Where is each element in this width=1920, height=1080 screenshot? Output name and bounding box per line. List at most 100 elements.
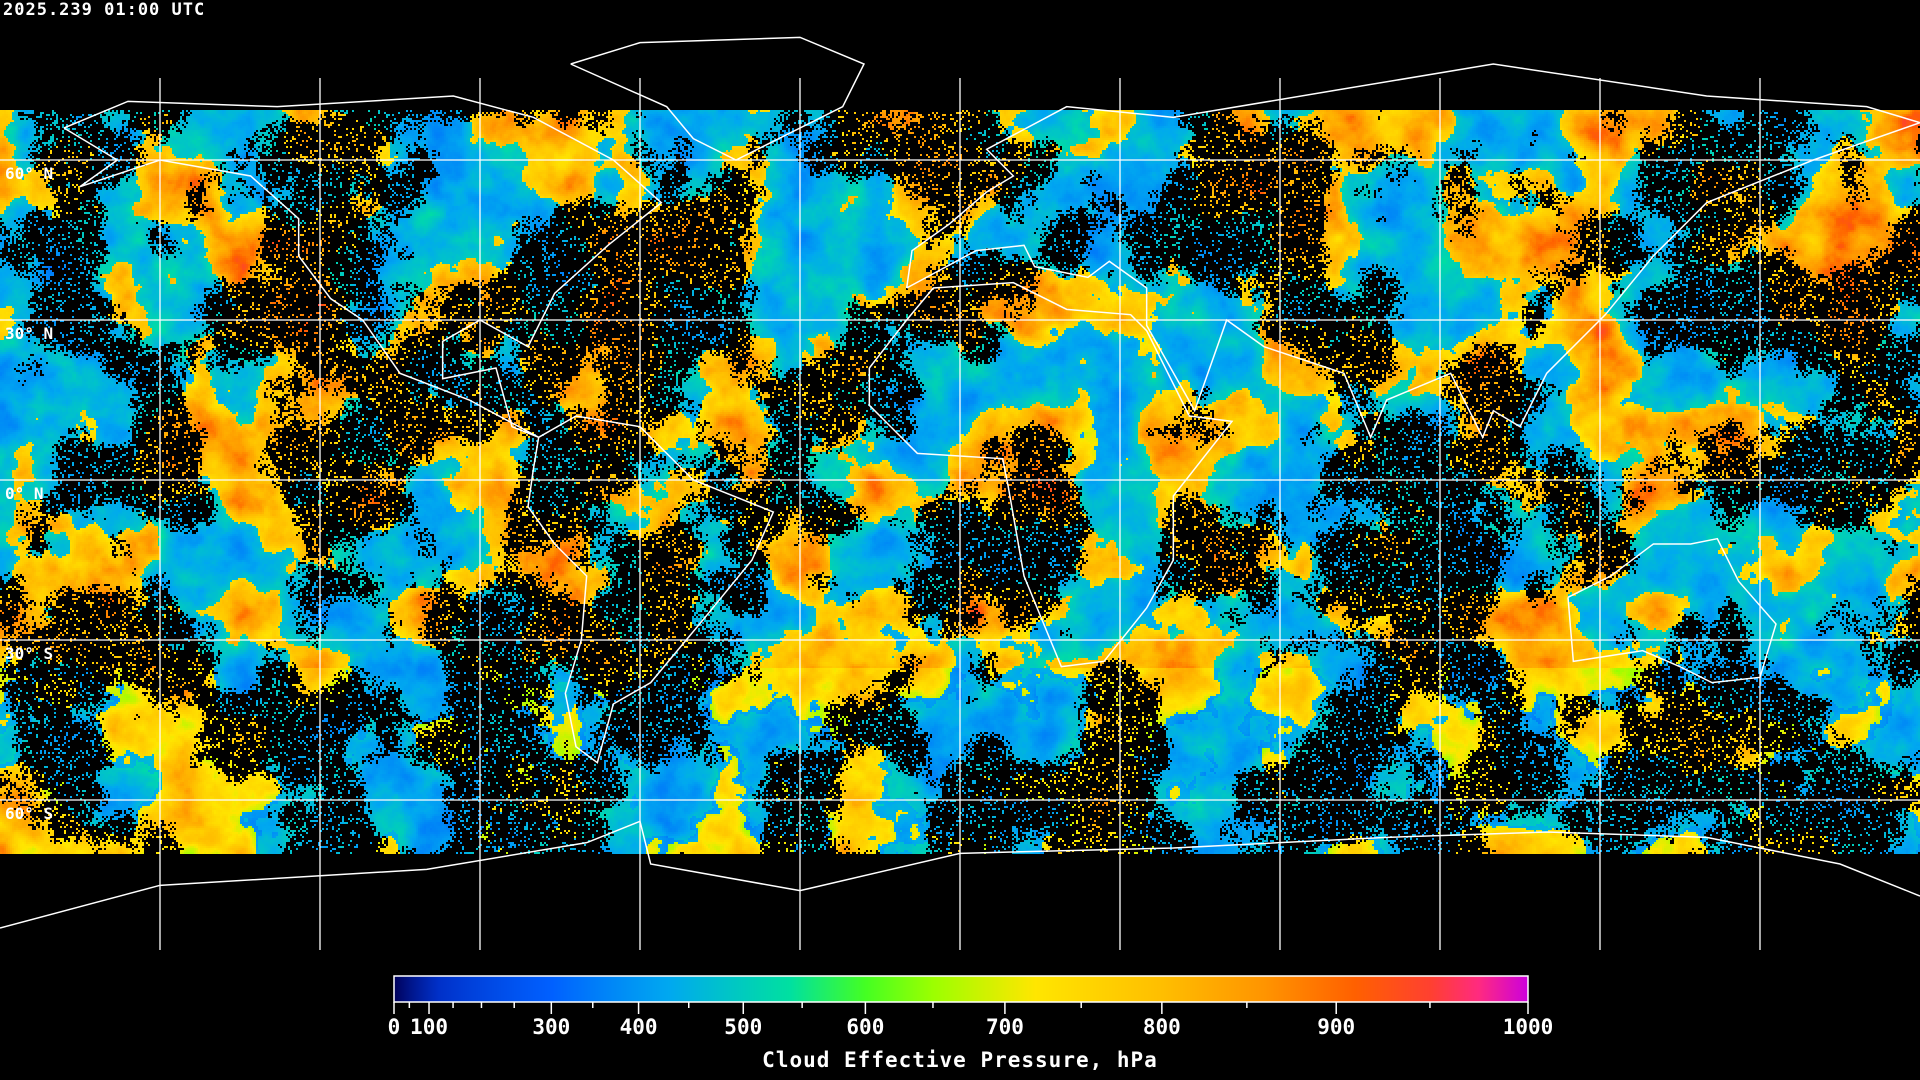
colorbar-segment — [1511, 976, 1513, 1002]
colorbar-tick-label: 400 — [620, 1015, 658, 1039]
colorbar-segment — [905, 976, 907, 1002]
colorbar-segment — [523, 976, 525, 1002]
colorbar-segment — [509, 976, 511, 1002]
colorbar-segment — [1285, 976, 1287, 1002]
colorbar-segment — [1106, 976, 1108, 1002]
colorbar-segment — [1197, 976, 1199, 1002]
colorbar-segment — [772, 976, 774, 1002]
colorbar-segment — [936, 976, 938, 1002]
colorbar-segment — [735, 976, 737, 1002]
colorbar-segment — [709, 976, 711, 1002]
colorbar-segment — [1075, 976, 1077, 1002]
colorbar-segment — [769, 976, 771, 1002]
colorbar-segment — [1265, 976, 1267, 1002]
colorbar-segment — [1367, 976, 1369, 1002]
colorbar-segment — [1092, 976, 1094, 1002]
colorbar-segment — [914, 976, 916, 1002]
colorbar-segment — [1424, 976, 1426, 1002]
colorbar-segment — [658, 976, 660, 1002]
colorbar-segment — [469, 976, 471, 1002]
colorbar-segment — [862, 976, 864, 1002]
colorbar-segment — [932, 976, 934, 1002]
colorbar-segment — [632, 976, 634, 1002]
colorbar-segment — [827, 976, 829, 1002]
colorbar-segment — [511, 976, 513, 1002]
colorbar-segment — [466, 976, 468, 1002]
colorbar-segment — [1216, 976, 1218, 1002]
colorbar-segment — [701, 976, 703, 1002]
colorbar-segment — [1374, 976, 1376, 1002]
colorbar-segment — [1336, 976, 1338, 1002]
colorbar-segment — [405, 976, 407, 1002]
colorbar-segment — [1301, 976, 1303, 1002]
colorbar-segment — [1107, 976, 1109, 1002]
colorbar-segment — [1458, 976, 1460, 1002]
colorbar-segment — [712, 976, 714, 1002]
colorbar-segment — [1276, 976, 1278, 1002]
colorbar-segment — [889, 976, 891, 1002]
colorbar-segment — [449, 976, 451, 1002]
colorbar-segment — [456, 976, 458, 1002]
colorbar-segment — [484, 976, 486, 1002]
colorbar-segment — [443, 976, 445, 1002]
colorbar-segment — [965, 976, 967, 1002]
colorbar-segment — [1319, 976, 1321, 1002]
colorbar-segment — [1221, 976, 1223, 1002]
colorbar-segment — [673, 976, 675, 1002]
coastline-south-america — [527, 415, 775, 764]
colorbar-segment — [1192, 976, 1194, 1002]
colorbar-segment — [501, 976, 503, 1002]
colorbar-segment — [740, 976, 742, 1002]
colorbar-segment — [698, 976, 700, 1002]
colorbar-segment — [1052, 976, 1054, 1002]
colorbar-segment — [688, 976, 690, 1002]
colorbar-segment — [1314, 976, 1316, 1002]
colorbar-segment — [1464, 976, 1466, 1002]
colorbar-segment — [1506, 976, 1508, 1002]
colorbar-segment — [551, 976, 553, 1002]
colorbar-segment — [1324, 976, 1326, 1002]
colorbar-segment — [1157, 976, 1159, 1002]
colorbar-segment — [1167, 976, 1169, 1002]
colorbar-segment — [1279, 976, 1281, 1002]
colorbar-segment — [1320, 976, 1322, 1002]
colorbar-segment — [404, 976, 406, 1002]
colorbar-segment — [1050, 976, 1052, 1002]
colorbar-segment — [1523, 976, 1525, 1002]
colorbar-segment — [1130, 976, 1132, 1002]
colorbar-segment — [1225, 976, 1227, 1002]
colorbar-segment — [487, 976, 489, 1002]
colorbar-segment — [1060, 976, 1062, 1002]
colorbar-segment — [1455, 976, 1457, 1002]
colorbar-segment — [1388, 976, 1390, 1002]
colorbar-segment — [921, 976, 923, 1002]
colorbar-segment — [1223, 976, 1225, 1002]
colorbar-segment — [868, 976, 870, 1002]
colorbar-segment — [450, 976, 452, 1002]
colorbar-segment — [726, 976, 728, 1002]
colorbar-segment — [1349, 976, 1351, 1002]
colorbar-segment — [543, 976, 545, 1002]
colorbar-segment — [1096, 976, 1098, 1002]
colorbar-segment — [807, 976, 809, 1002]
colorbar-segment — [1230, 976, 1232, 1002]
colorbar-segment — [1012, 976, 1014, 1002]
colorbar-segment — [750, 976, 752, 1002]
colorbar-segment — [408, 976, 410, 1002]
colorbar-segment — [1347, 976, 1349, 1002]
colorbar-segment — [1076, 976, 1078, 1002]
colorbar-segment — [623, 976, 625, 1002]
colorbar-segment — [492, 976, 494, 1002]
colorbar-segment — [719, 976, 721, 1002]
colorbar-segment — [1513, 976, 1515, 1002]
colorbar-segment — [774, 976, 776, 1002]
colorbar-segment — [1329, 976, 1331, 1002]
colorbar-segment — [907, 976, 909, 1002]
colorbar-segment — [515, 976, 517, 1002]
colorbar-segment — [454, 976, 456, 1002]
colorbar-segment — [1105, 976, 1107, 1002]
colorbar-segment — [1054, 976, 1056, 1002]
colorbar-segment — [928, 976, 930, 1002]
colorbar-segment — [1426, 976, 1428, 1002]
colorbar-segment — [832, 976, 834, 1002]
